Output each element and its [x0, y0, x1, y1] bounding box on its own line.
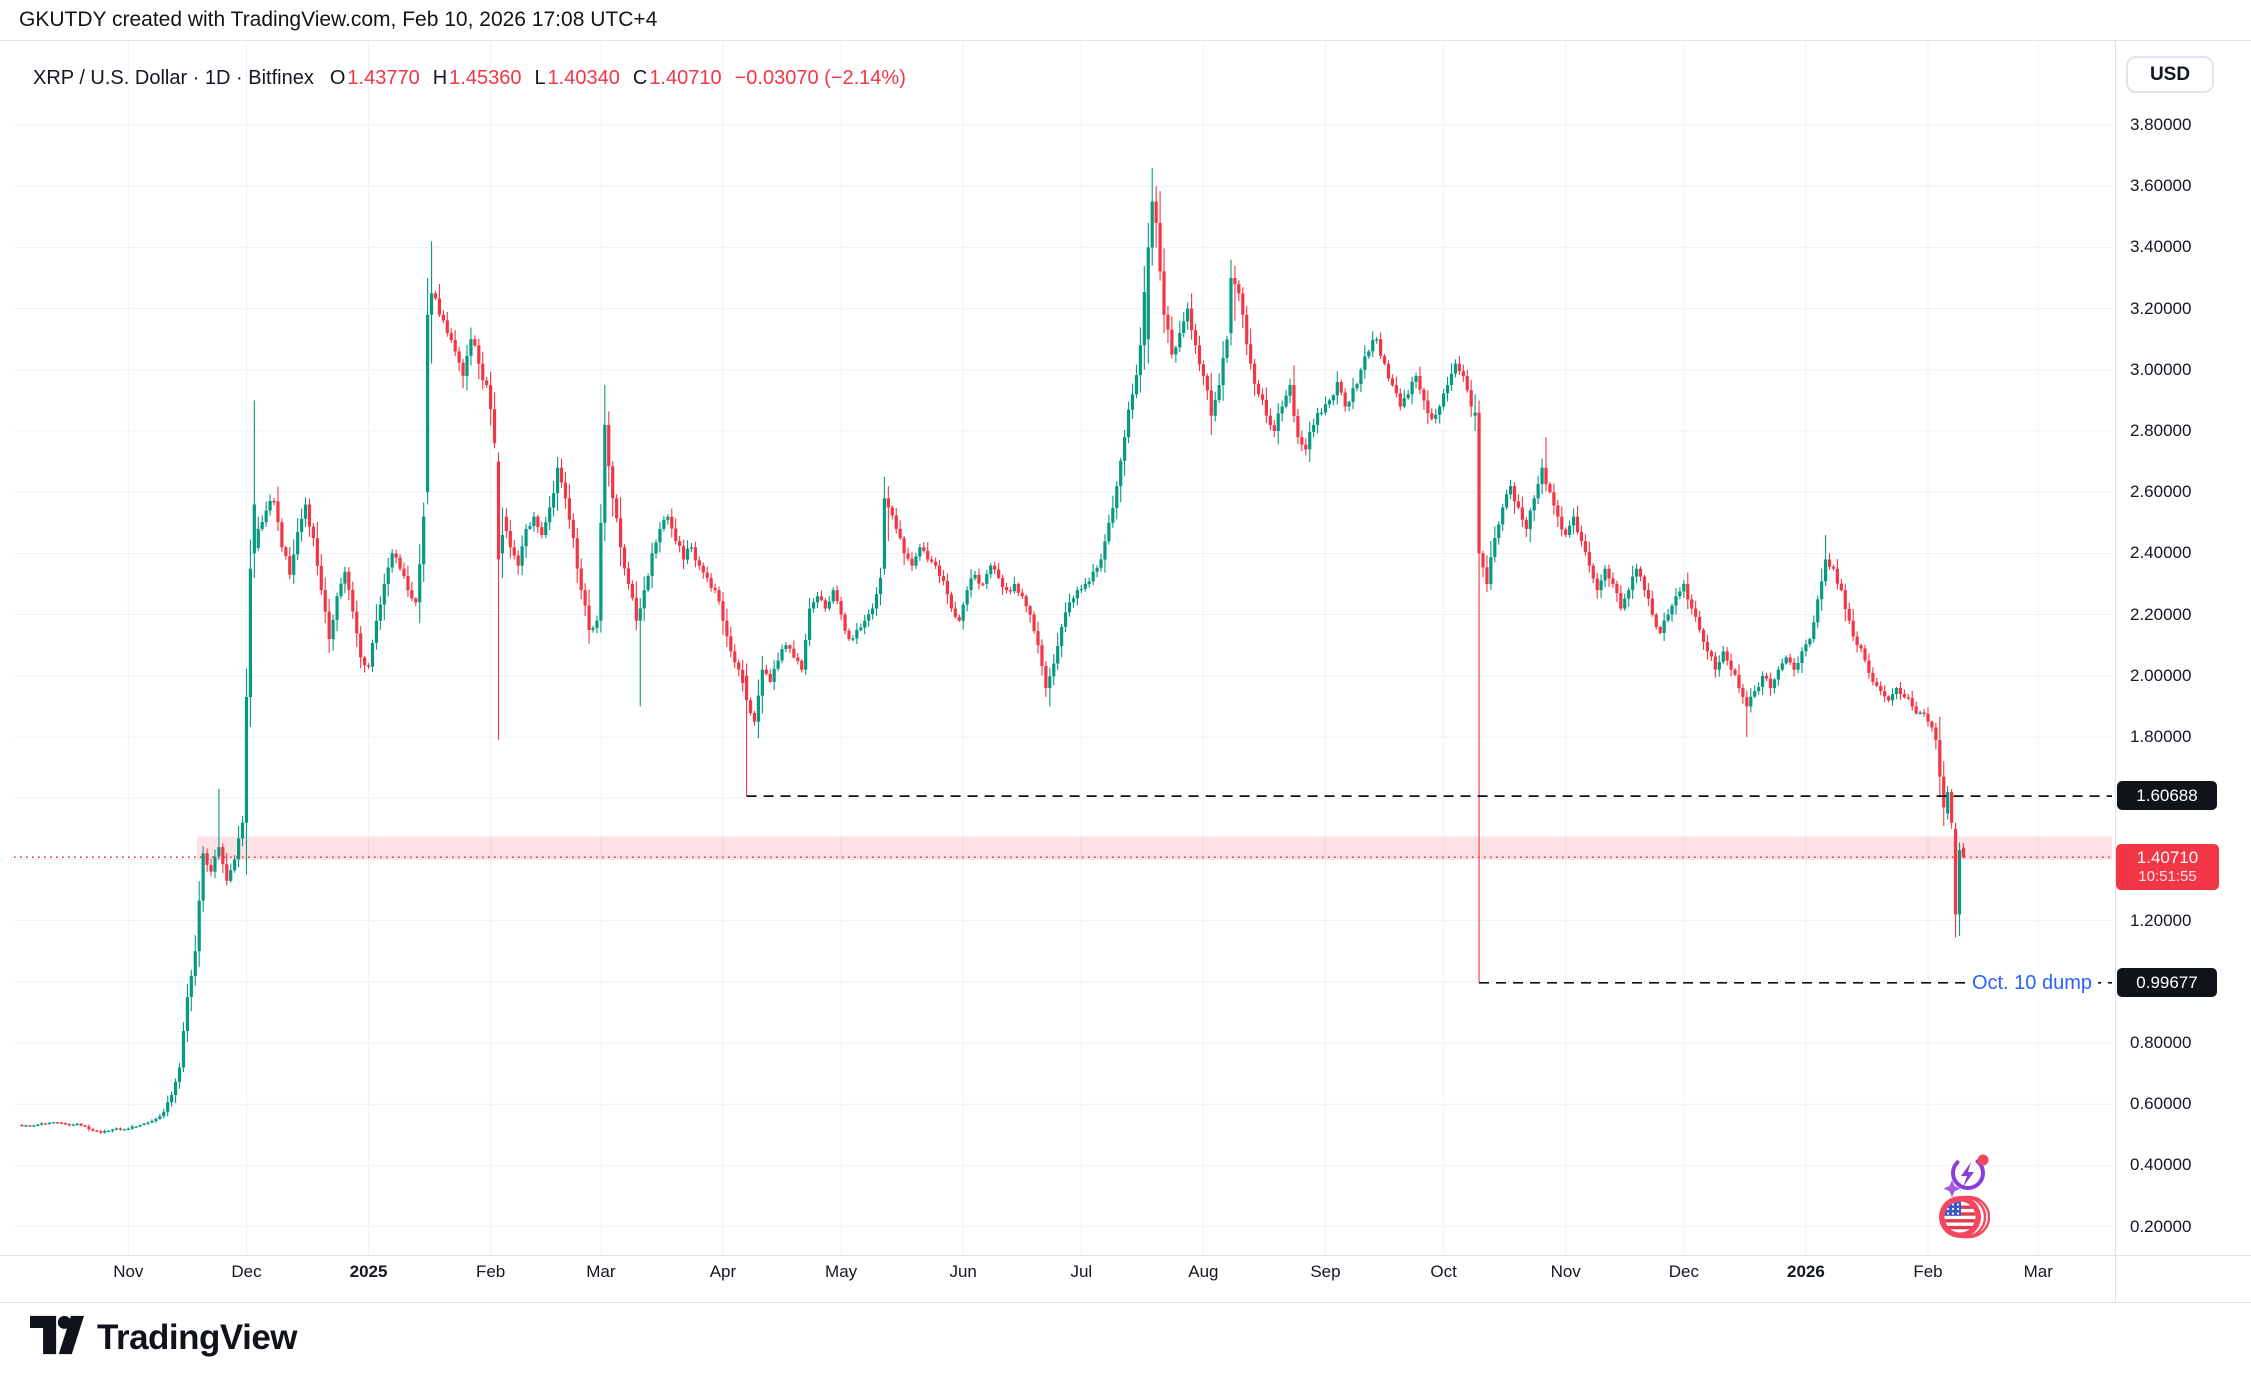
time-label-year: 2025 — [349, 1262, 388, 1281]
price-tick-label: 2.60000 — [2130, 482, 2192, 502]
usd-flag-coin-icon — [1936, 1192, 1991, 1247]
time-label-month: Apr — [709, 1262, 737, 1281]
price-tick-label: 2.40000 — [2130, 543, 2192, 563]
ohlc-high: H 1.45360 — [433, 67, 522, 90]
pane-top-border — [0, 40, 2251, 41]
price-tick-label: 2.20000 — [2130, 604, 2192, 624]
price-tick-label: 3.20000 — [2130, 298, 2192, 318]
price-tick-label: 0.60000 — [2130, 1094, 2192, 1114]
attribution-text: GKUTDY created with TradingView.com, Feb… — [19, 8, 658, 31]
time-label-month: Sep — [1310, 1262, 1341, 1281]
price-tick-label: 1.20000 — [2130, 910, 2192, 930]
attribution-bar: GKUTDY created with TradingView.com, Feb… — [0, 0, 2251, 40]
tradingview-logo[interactable]: TradingView — [30, 1314, 298, 1361]
close-label: C — [632, 67, 648, 89]
price-tick-label: 3.80000 — [2130, 115, 2192, 134]
bar-countdown: 10:51:55 — [2138, 868, 2197, 886]
symbol-header: XRP / U.S. Dollar · 1D · Bitfinex O 1.437… — [33, 67, 906, 93]
quick-trade-spark-icon — [1942, 1152, 1990, 1205]
dump-annotation-text[interactable]: Oct. 10 dump — [1965, 967, 2098, 998]
level-price-label[interactable]: 1.60688 — [2117, 781, 2217, 811]
price-tick-label: 3.40000 — [2130, 237, 2192, 257]
tradingview-logo-icon — [30, 1314, 84, 1361]
price-tick-label: 1.80000 — [2130, 727, 2192, 746]
time-label-month: Jul — [1070, 1262, 1093, 1281]
price-tick-label: 3.60000 — [2130, 176, 2192, 196]
low-label: L — [534, 67, 546, 89]
last-price-value: 1.40710 — [2136, 848, 2199, 868]
open-label: O — [329, 67, 346, 89]
price-tick-label: 2.00000 — [2130, 665, 2192, 685]
time-label-month: Aug — [1188, 1262, 1219, 1281]
price-tick-label: 3.00000 — [2130, 359, 2192, 379]
time-label-month: Dec — [1668, 1262, 1699, 1281]
change-value: −0.03070 (−2.14%) — [734, 67, 906, 89]
time-label-month: Feb — [1913, 1262, 1943, 1281]
last-price-label[interactable]: 1.40710 10:51:55 — [2116, 844, 2219, 891]
time-label-month: May — [825, 1262, 858, 1281]
footer-separator — [0, 1302, 2251, 1303]
time-label-month: Nov — [113, 1262, 144, 1281]
ohlc-low: L 1.40340 — [534, 67, 619, 90]
ohlc-close: C 1.40710 — [633, 67, 722, 90]
high-value: 1.45360 — [449, 67, 522, 89]
time-label-month: Dec — [231, 1262, 262, 1281]
time-label-month: Mar — [2023, 1262, 2053, 1281]
time-label-month: Jun — [949, 1262, 977, 1281]
time-label-month: Nov — [1550, 1262, 1581, 1281]
ohlc-open: O 1.43770 — [330, 67, 420, 90]
level-price-label[interactable]: 0.99677 — [2117, 967, 2217, 997]
price-axis-separator — [2115, 40, 2116, 1302]
low-value: 1.40340 — [547, 67, 620, 89]
currency-button[interactable]: USD — [2126, 56, 2214, 93]
high-label: H — [432, 67, 448, 89]
price-tick-label: 0.20000 — [2130, 1216, 2192, 1236]
open-value: 1.43770 — [347, 67, 420, 89]
price-tick-label: 2.80000 — [2130, 421, 2192, 440]
symbol-title[interactable]: XRP / U.S. Dollar · 1D · Bitfinex — [33, 67, 314, 89]
price-tick-label: 0.80000 — [2130, 1033, 2192, 1052]
close-value: 1.40710 — [649, 67, 722, 89]
price-tick-label: 0.40000 — [2130, 1155, 2192, 1175]
time-label-month: Oct — [1430, 1262, 1457, 1281]
time-label-month: Feb — [475, 1262, 506, 1281]
tradingview-logo-text: TradingView — [97, 1317, 298, 1357]
time-label-month: Mar — [586, 1262, 616, 1281]
time-axis-separator — [0, 1255, 2251, 1256]
time-label-year: 2026 — [1786, 1262, 1825, 1281]
